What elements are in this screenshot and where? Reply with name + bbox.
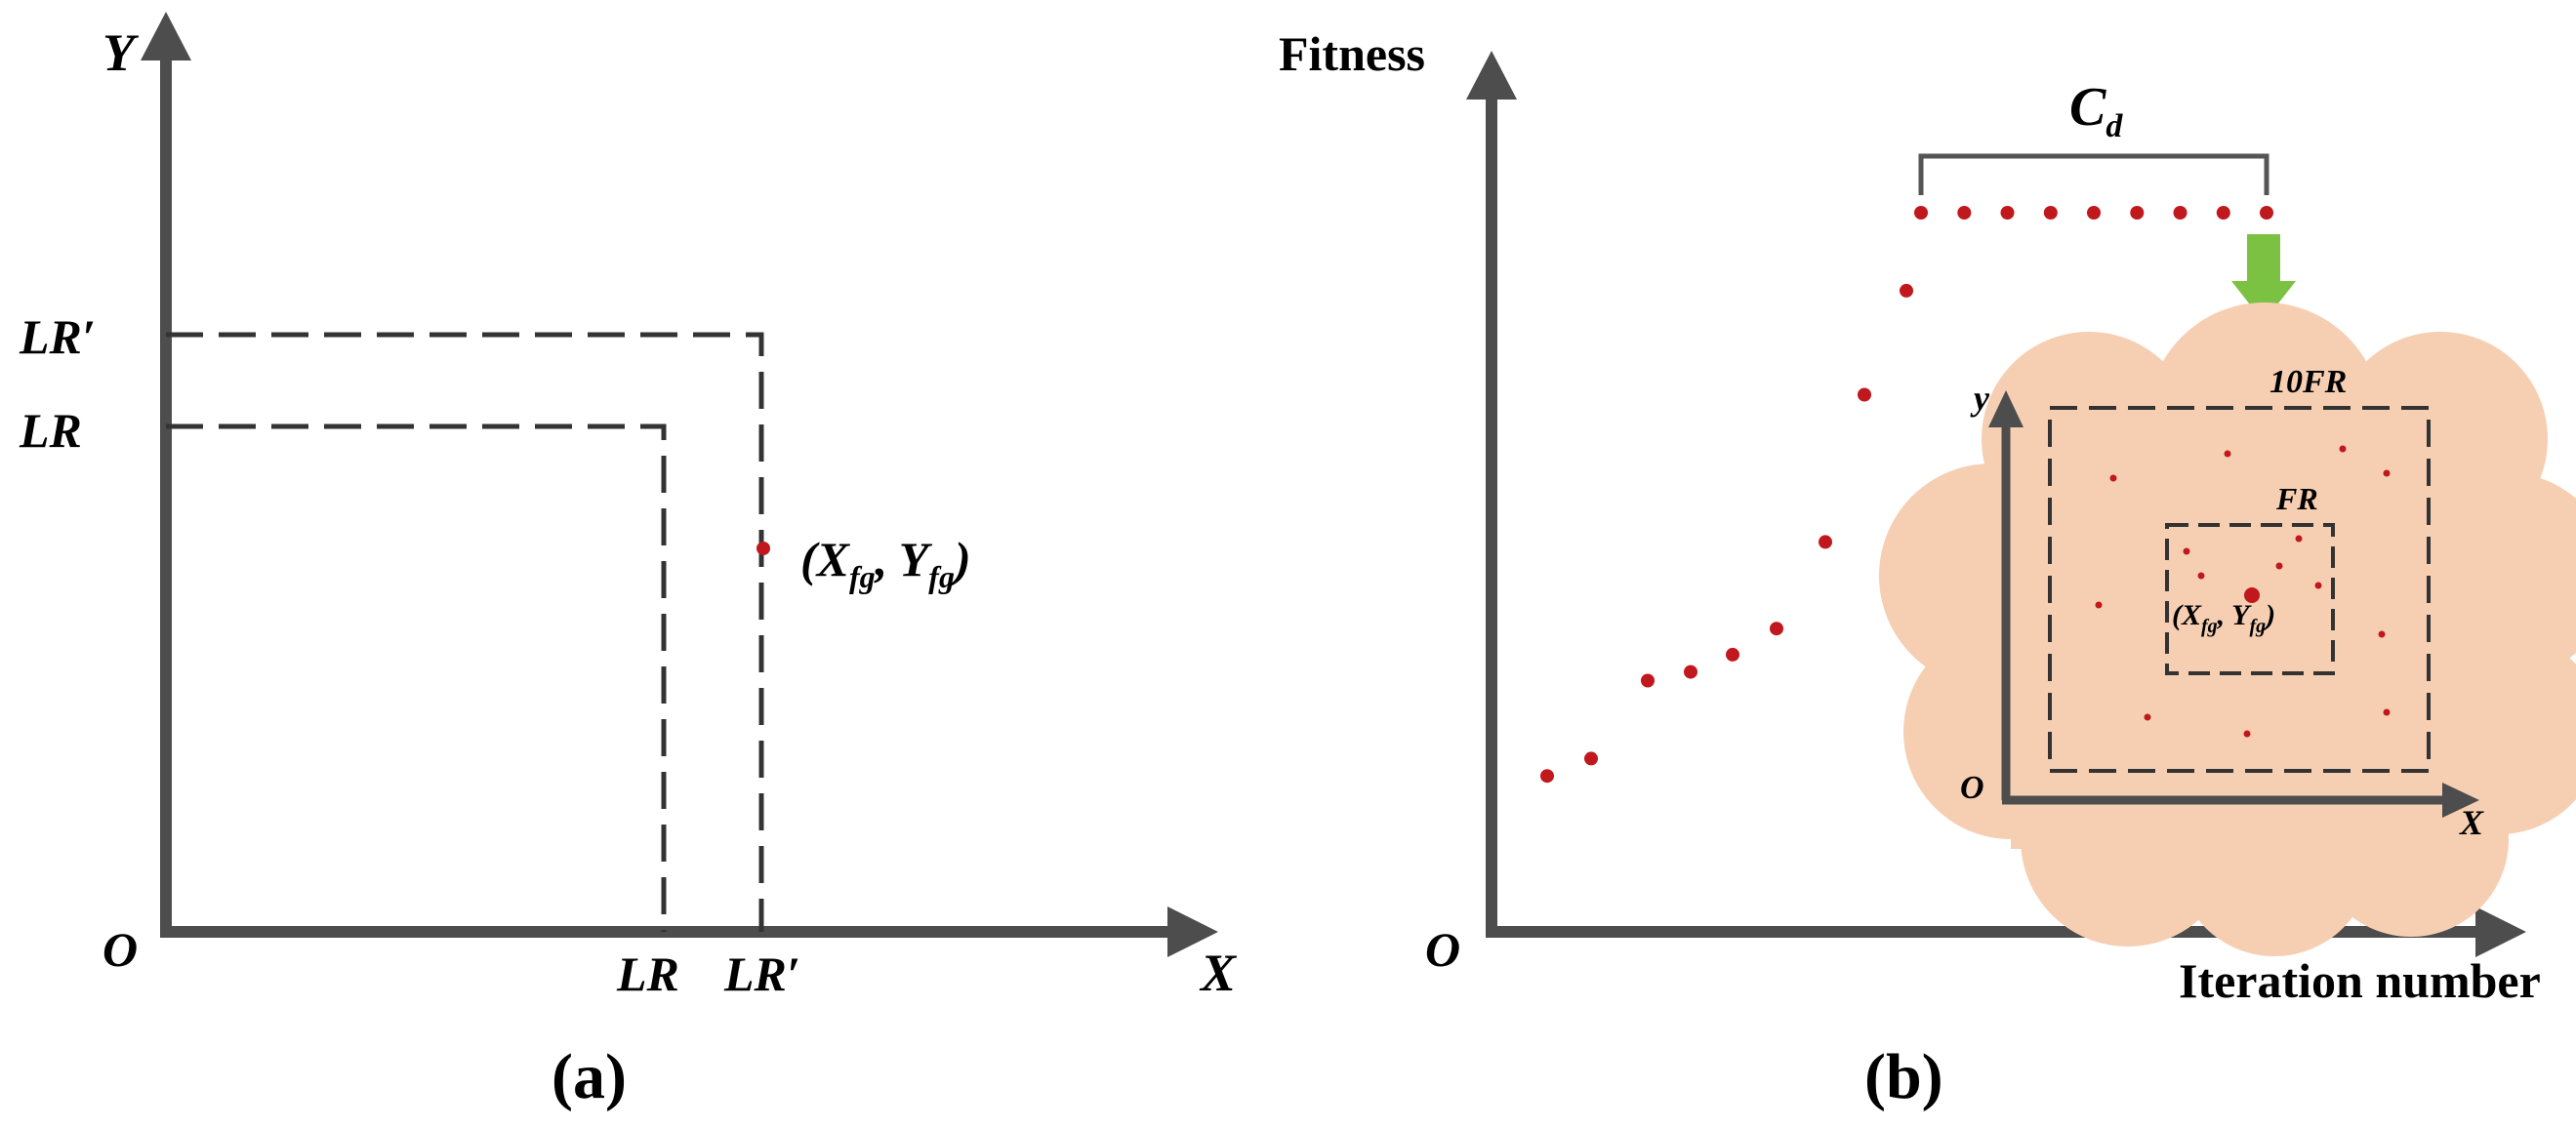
fitness-point <box>1914 206 1928 220</box>
inset-point-label: (Xfg, Yfg) <box>2172 599 2275 637</box>
fitness-point <box>1684 665 1697 679</box>
inset-origin-label: O <box>1960 770 1984 806</box>
inset-center-point <box>2244 587 2260 603</box>
panel-a-caption: (a) <box>552 1041 627 1112</box>
panel-a-y-tick-lr-prime: LR′ <box>19 309 96 364</box>
fitness-point <box>1770 622 1783 636</box>
panel-a-point-label: (Xfg, Yfg) <box>800 532 971 594</box>
fitness-point <box>2260 206 2273 220</box>
panel-a-origin-label: O <box>102 922 138 977</box>
fitness-point <box>1858 387 1871 402</box>
panel-a-y-tick-lr: LR <box>19 403 82 458</box>
fitness-point <box>1819 535 1832 549</box>
fitness-point <box>1957 206 1972 220</box>
panel-b-y-axis-label: Fitness <box>1279 26 1425 81</box>
fitness-point <box>2130 206 2145 220</box>
inset-scatter <box>2095 445 2391 738</box>
inset-10fr-box <box>2048 406 2431 773</box>
inset-x-label: X <box>2459 803 2484 842</box>
panel-a-lr-prime-box <box>166 332 764 932</box>
green-down-arrow <box>2231 234 2296 322</box>
panel-a: (Xfg, Yfg) Y X O LR′ LR LR LR′ (a) <box>19 12 1238 1112</box>
fitness-point <box>1540 769 1554 784</box>
panel-b-caption: (b) <box>1864 1041 1943 1112</box>
inset-point <box>2295 535 2303 543</box>
fitness-point <box>2087 206 2101 220</box>
panel-b-cd-bracket <box>1918 153 2269 195</box>
fitness-point <box>1726 647 1739 662</box>
inset-point <box>2339 445 2347 453</box>
panel-b-x-arrow <box>2475 906 2526 957</box>
inset-point <box>2109 474 2117 482</box>
inset-point <box>2197 572 2205 580</box>
panel-b-y-arrow <box>1466 51 1517 100</box>
inset-point <box>2378 630 2386 638</box>
panel-a-x-tick-lr-prime: LR′ <box>723 947 800 1001</box>
inset-point <box>2095 601 2103 609</box>
fitness-point <box>2216 206 2230 220</box>
panel-a-point <box>756 542 770 555</box>
inset-point <box>2383 708 2391 716</box>
fitness-point <box>2173 206 2188 220</box>
inset-10fr-label: 10FR <box>2269 364 2347 400</box>
inset-point <box>2183 547 2190 555</box>
panel-a-x-tick-lr: LR <box>616 947 679 1001</box>
inset-point <box>2275 562 2283 570</box>
inset-point <box>2144 713 2151 721</box>
inset-point <box>2383 469 2391 477</box>
panel-a-y-axis-label: Y <box>102 23 140 82</box>
panel-b-cd-label: Cd <box>2069 77 2123 144</box>
inset-fr-box <box>2165 523 2335 675</box>
panel-b-origin-label: O <box>1425 922 1460 977</box>
panel-a-x-axis-label: X <box>1199 944 1238 1002</box>
fitness-point <box>1584 751 1598 766</box>
zoom-cloud <box>1879 302 2576 956</box>
fitness-point <box>2000 206 2015 220</box>
inset-y-arrow <box>1988 390 2024 427</box>
panel-b-x-axis-label: Iteration number <box>2179 953 2541 1008</box>
inset-y-label: y <box>1970 379 1990 418</box>
panel-b: Cd y X O 10FR <box>1279 26 2576 1112</box>
inset-point <box>2243 730 2251 738</box>
fitness-scatter <box>1540 206 2273 784</box>
inset-point <box>2314 582 2322 589</box>
panel-a-x-arrow <box>1167 906 1218 957</box>
inset-fr-label: FR <box>2275 481 2318 516</box>
fitness-point <box>1641 673 1655 688</box>
inset-x-arrow <box>2442 783 2479 818</box>
inset-point <box>2224 450 2231 458</box>
panel-a-y-arrow <box>141 12 191 60</box>
fitness-point <box>1900 283 1913 298</box>
fitness-point <box>2043 206 2058 220</box>
panel-a-lr-box <box>166 423 667 932</box>
